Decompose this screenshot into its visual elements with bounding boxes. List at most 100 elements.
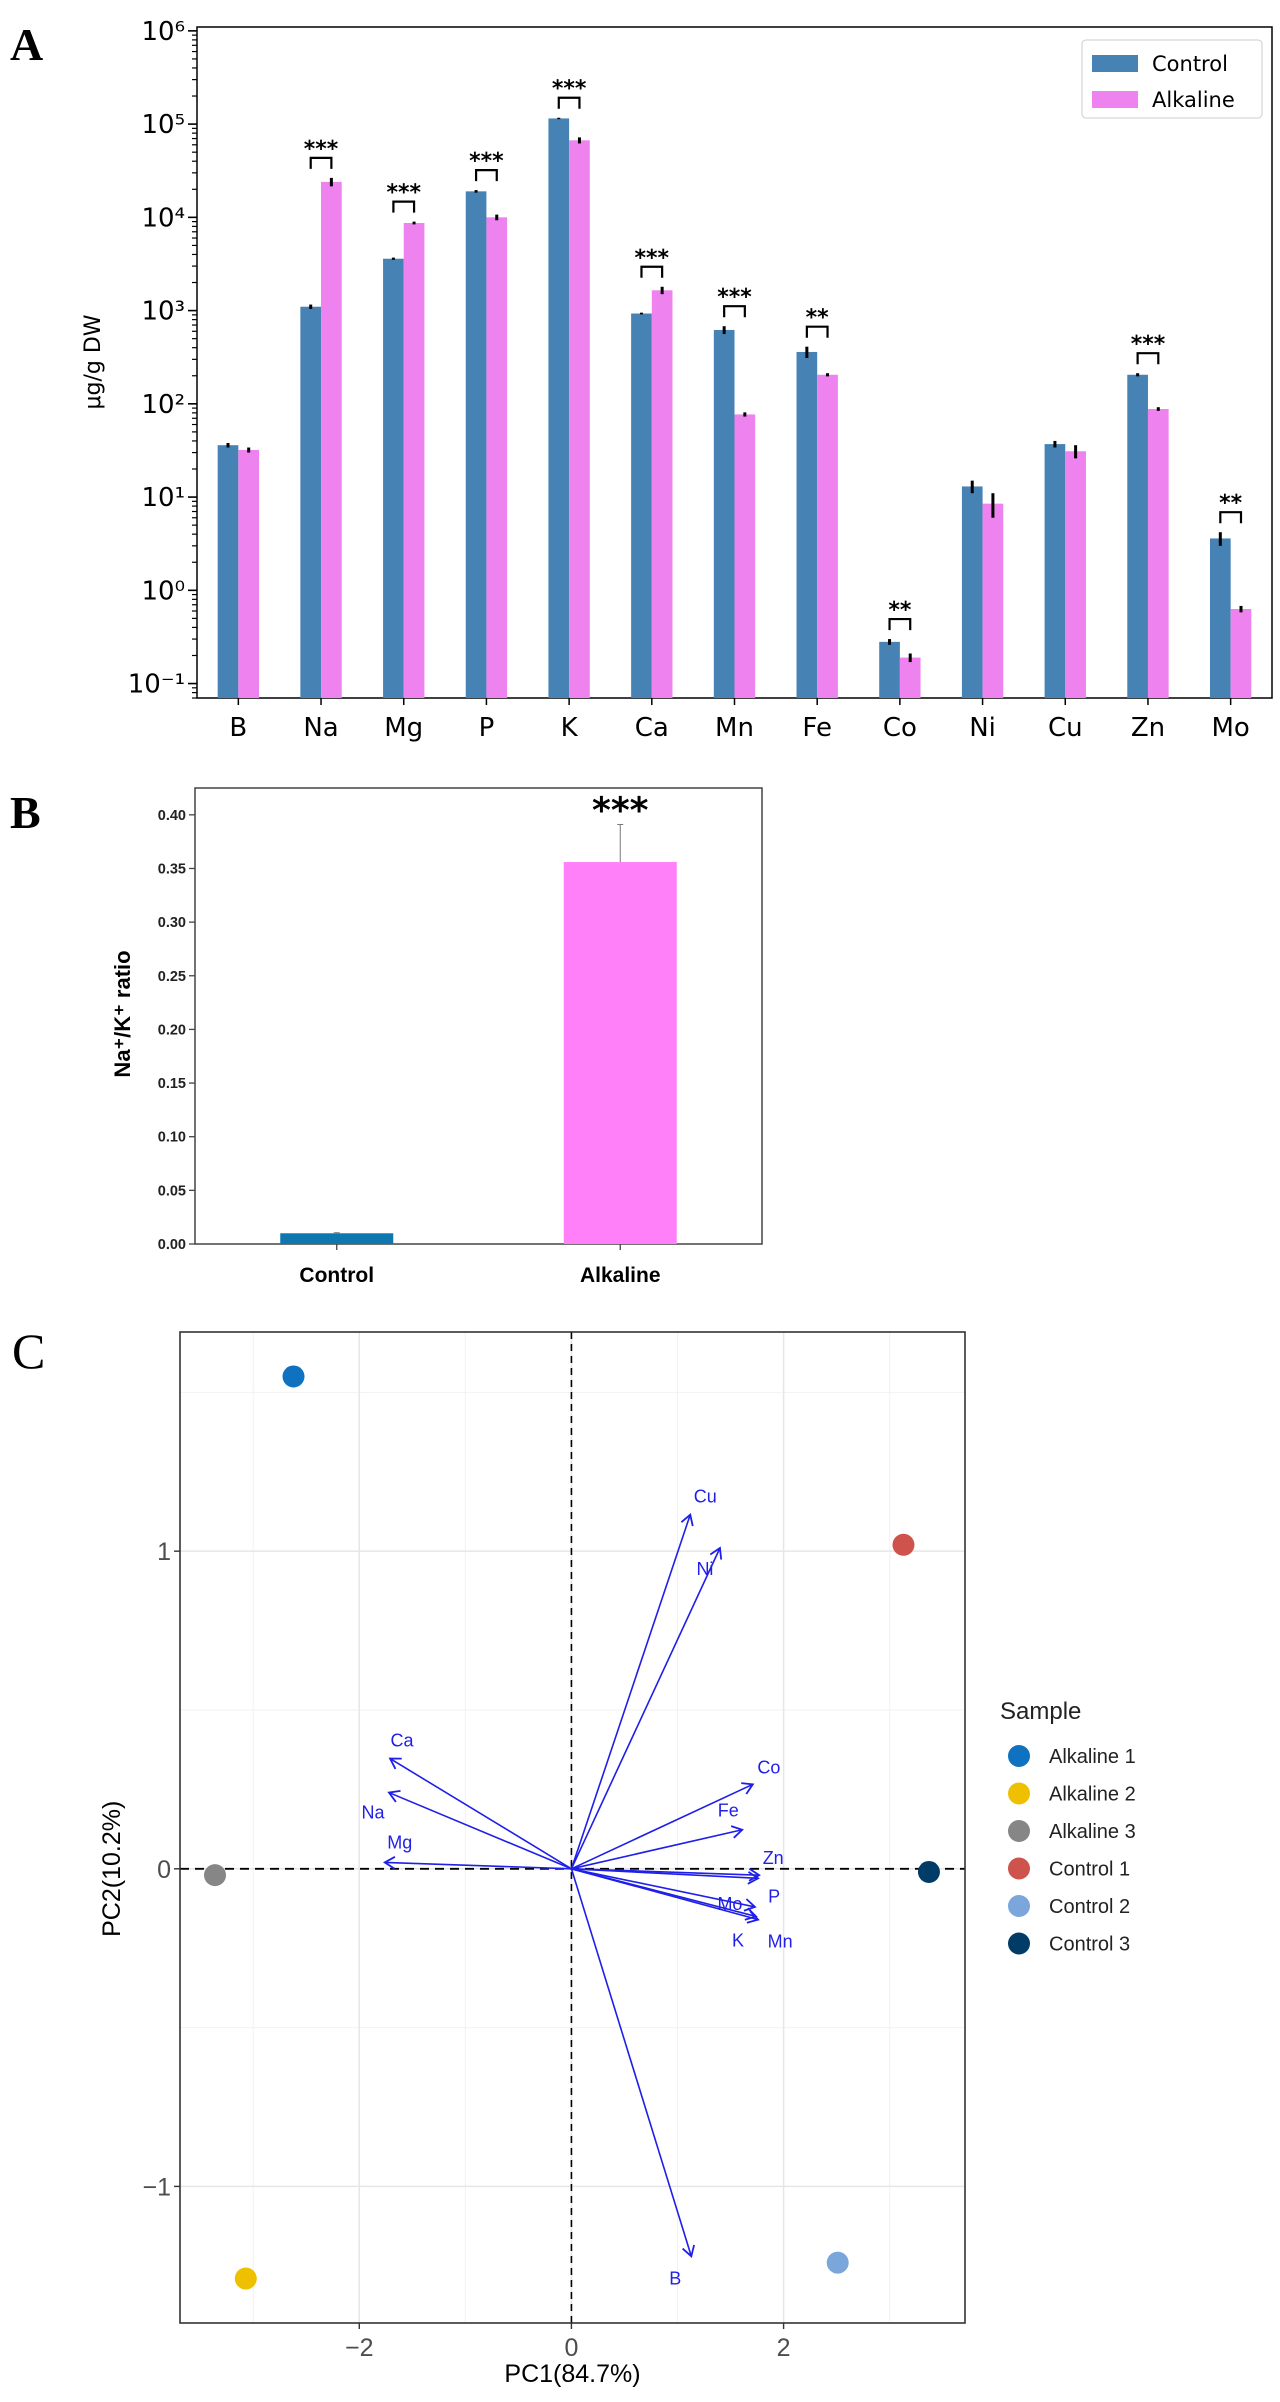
significance-stars: *** [1131,332,1166,357]
significance-stars: *** [592,790,649,831]
legend-marker [1008,1745,1030,1767]
sample-point-control-1 [892,1533,915,1556]
x-tick-label: P [479,713,495,743]
y-tick-label: 0.05 [158,1183,186,1199]
significance-bracket [1219,511,1243,524]
bar-alkaline [569,140,590,698]
bar-control [217,445,239,698]
significance-stars: ** [1219,491,1243,516]
bar-control [713,329,735,698]
bar-alkaline [817,374,838,698]
x-tick-label: 0 [564,2334,578,2362]
significance-bracket [723,305,746,318]
legend-label: Alkaline 2 [1049,1784,1136,1806]
significance-bracket [640,265,664,278]
bar-control [796,351,818,698]
significance-bracket [1136,352,1160,365]
significance-bracket [392,200,416,213]
x-tick-label: K [561,713,579,743]
y-tick-label: 10¹ [141,483,185,513]
bar-control [280,1233,394,1244]
legend-label-alkaline: Alkaline [1152,88,1235,112]
x-axis-label: PC1(84.7%) [504,2360,640,2388]
na-k-ratio-bar-chart: 0.00 0.05 0.10 0.15 0.20 0.25 0.30 0.35 0.40 Na⁺/… [110,787,763,1287]
panel-label-b: B [10,787,41,838]
loading-label: P [768,1886,780,1906]
bar-alkaline [238,449,260,698]
x-tick-label: Na [303,713,338,743]
loading-arrow-co [571,1782,755,1870]
bar-control [548,118,570,698]
legend-label: Alkaline 1 [1049,1746,1136,1768]
significance-bracket [557,96,581,109]
bar-alkaline [982,503,1004,698]
legend-title: Sample [1000,1698,1081,1725]
significance-bracket [805,325,829,338]
bar-alkaline [1147,409,1169,698]
y-tick-label: 1 [157,1538,171,1566]
significance-bracket [474,168,498,182]
x-tick-label: Ca [635,713,669,743]
loading-arrow-mo [571,1868,757,1912]
loading-arrow-mg [382,1855,572,1870]
y-tick-label: 0 [157,1856,171,1884]
bar-alkaline [651,290,673,698]
x-tick-label: Fe [802,713,832,743]
bar-control [1044,444,1066,698]
y-tick-label: 10⁶ [141,17,185,47]
x-tick-label: Cu [1048,713,1083,743]
y-tick-label: 0.00 [158,1237,186,1253]
element-bar-chart: 10⁻¹ 10⁰ 10¹ 10² 10³ 10⁴ 10⁵ 10⁶ μg/g DW B Na *** Mg… [81,17,1273,743]
x-tick-label: B [229,713,247,743]
x-tick-label: −2 [345,2334,374,2362]
loading-label: Mn [768,1932,793,1952]
x-tick-label: Mn [715,713,754,743]
loading-label: Ni [696,1559,713,1579]
legend-label: Alkaline 3 [1049,1821,1136,1843]
bar-control [383,258,404,698]
loading-arrow-mn [571,1868,760,1924]
bar-alkaline [403,222,425,699]
loading-label: Co [757,1757,780,1777]
significance-stars: *** [635,246,670,271]
bar-control [961,486,983,698]
x-tick-label: Zn [1131,713,1165,743]
legend-label: Control 2 [1049,1896,1130,1918]
x-tick-label: Mg [384,713,423,743]
loading-label: Na [361,1803,385,1823]
loading-label: K [732,1930,744,1950]
y-tick-label: 10⁻¹ [128,670,185,700]
significance-stars: *** [717,285,752,310]
bar-control [1209,538,1231,698]
bar-control [465,191,487,698]
legend-marker [1008,1932,1030,1955]
bar-control [631,313,652,698]
loading-label: Ca [391,1731,415,1751]
y-tick-label: 0.15 [158,1076,186,1092]
legend-swatch-alkaline [1092,91,1138,108]
plot-frame [194,787,763,1245]
sample-point-control-3 [917,1860,940,1883]
significance-stars: ** [888,598,912,623]
y-tick-label: −1 [142,2173,171,2201]
pca-biplot: −2 0 2 −1 0 1 PC1(84.7%) PC2(10.2%) Cu Ni Co Fe Zn P M… [98,1331,1136,2388]
y-tick-label: 10⁴ [141,203,185,233]
loading-label: B [669,2268,681,2288]
loading-label: Zn [763,1848,784,1868]
sample-point-control-2 [826,2251,849,2274]
y-tick-label: 0.10 [158,1130,186,1146]
loading-label: Mo [717,1894,742,1914]
bar-control [300,306,322,698]
y-tick-label: 0.35 [158,861,186,877]
legend-marker [1008,1820,1030,1842]
x-tick-label: 2 [777,2334,791,2362]
legend-label: Control 3 [1049,1934,1130,1956]
panel-label-a: A [10,19,44,70]
legend-marker [1008,1857,1030,1880]
loading-arrow-na [387,1789,572,1870]
legend-swatch-control [1092,55,1138,72]
bar-alkaline [734,414,756,698]
y-tick-label: 10⁵ [141,110,185,140]
significance-stars: *** [469,149,504,174]
y-tick-label: 0.30 [158,915,186,931]
